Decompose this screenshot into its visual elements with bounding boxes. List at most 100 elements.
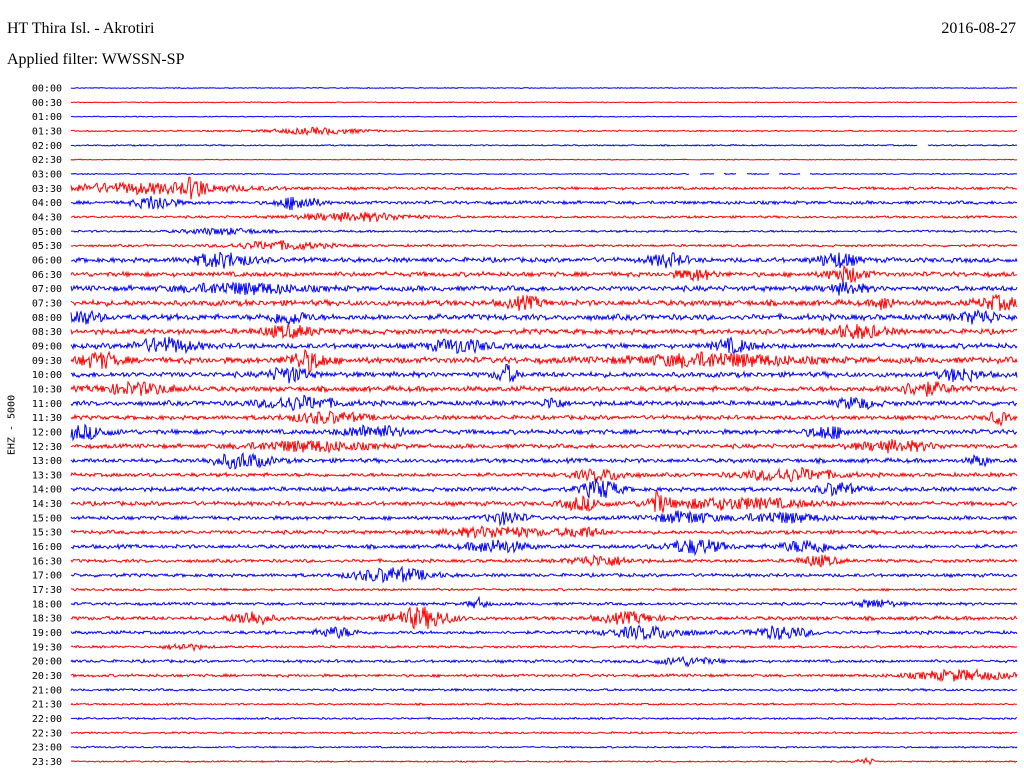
row-time-label: 13:00 <box>32 456 62 467</box>
row-time-label: 20:00 <box>32 657 62 668</box>
trace-row-0330 <box>70 176 1018 200</box>
trace-row-0600 <box>70 251 1018 269</box>
trace-row-2330 <box>70 756 1018 766</box>
row-time-label: 09:30 <box>32 356 62 367</box>
trace-row-1630 <box>70 553 1018 568</box>
trace-row-1500 <box>70 510 1017 527</box>
trace-row-1930 <box>70 642 1018 653</box>
row-time-label: 18:00 <box>32 599 62 610</box>
row-time-label: 04:00 <box>32 198 62 209</box>
trace-row-1230 <box>70 439 1018 454</box>
trace-row-0900 <box>70 336 1018 355</box>
trace-row-0430 <box>70 211 1018 223</box>
trace-row-0230 <box>70 158 1018 161</box>
row-time-label: 08:30 <box>32 327 62 338</box>
trace-row-2100 <box>70 687 1017 693</box>
trace-row-0000 <box>70 86 1018 90</box>
row-time-label: 09:00 <box>32 341 62 352</box>
row-time-label: 08:00 <box>32 313 62 324</box>
trace-row-2300 <box>70 745 1018 749</box>
trace-row-0800 <box>70 309 1018 326</box>
trace-row-0700 <box>70 281 1018 296</box>
trace-row-1730 <box>70 587 1018 592</box>
trace-row-2000 <box>70 655 1018 668</box>
row-time-label: 11:00 <box>32 399 62 410</box>
trace-row-1200 <box>70 423 1017 442</box>
row-time-label: 03:00 <box>32 169 62 180</box>
trace-row-0030 <box>70 101 1018 104</box>
trace-row-0100 <box>70 115 1018 118</box>
row-time-label: 17:30 <box>32 585 62 596</box>
trace-row-1130 <box>70 410 1018 427</box>
trace-row-0830 <box>70 322 1018 340</box>
trace-row-2200 <box>70 716 1018 721</box>
row-time-label: 21:00 <box>32 685 62 696</box>
row-time-label: 16:00 <box>32 542 62 553</box>
trace-row-0300 <box>70 172 1018 176</box>
row-time-label: 12:00 <box>32 427 62 438</box>
row-time-label: 20:30 <box>32 671 62 682</box>
trace-row-0630 <box>70 264 1018 284</box>
row-time-label: 07:30 <box>32 298 62 309</box>
trace-row-1530 <box>70 525 1018 540</box>
filter-label: Applied filter: WWSSN-SP <box>7 51 185 68</box>
row-time-label: 07:00 <box>32 284 62 295</box>
row-time-label: 10:30 <box>32 384 62 395</box>
row-time-label: 16:30 <box>32 556 62 567</box>
row-time-label: 10:00 <box>32 370 62 381</box>
row-time-label: 01:00 <box>32 112 62 123</box>
trace-row-0130 <box>70 126 1017 137</box>
row-time-label: 13:30 <box>32 470 62 481</box>
trace-row-0400 <box>70 195 1018 211</box>
row-time-label: 00:00 <box>32 84 62 95</box>
row-time-label: 17:00 <box>32 571 62 582</box>
trace-row-1600 <box>71 539 1018 557</box>
trace-row-1400 <box>70 479 1018 499</box>
trace-row-1900 <box>70 624 1018 641</box>
row-time-label: 00:30 <box>32 98 62 109</box>
row-time-label: 06:30 <box>32 270 62 281</box>
trace-row-1300 <box>70 452 1018 470</box>
trace-row-1100 <box>70 394 1018 412</box>
row-time-label: 18:30 <box>32 614 62 625</box>
row-time-label: 05:30 <box>32 241 62 252</box>
row-time-label: 14:00 <box>32 485 62 496</box>
row-time-label: 05:00 <box>32 227 62 238</box>
row-time-label: 22:00 <box>32 714 62 725</box>
row-time-label: 03:30 <box>32 184 62 195</box>
row-time-label: 02:30 <box>32 155 62 166</box>
trace-row-1830 <box>70 606 1018 631</box>
trace-row-0200 <box>70 143 1018 147</box>
row-time-label: 12:30 <box>32 442 62 453</box>
row-time-label: 19:00 <box>32 628 62 639</box>
row-time-label: 23:00 <box>32 743 62 754</box>
trace-row-1030 <box>70 380 1018 397</box>
row-time-label: 14:30 <box>32 499 62 510</box>
row-time-label: 23:30 <box>32 757 62 768</box>
trace-row-1330 <box>70 466 1018 483</box>
row-time-label: 01:30 <box>32 126 62 137</box>
trace-row-2230 <box>70 730 1018 735</box>
row-time-label: 06:00 <box>32 255 62 266</box>
trace-row-2030 <box>70 668 1018 683</box>
trace-row-0930 <box>70 348 1018 373</box>
row-time-label: 04:30 <box>32 212 62 223</box>
trace-row-0730 <box>70 293 1018 312</box>
row-time-label: 02:00 <box>32 141 62 152</box>
row-time-label: 15:00 <box>32 513 62 524</box>
trace-row-1000 <box>70 363 1018 384</box>
trace-row-1430 <box>70 490 1018 513</box>
trace-row-1800 <box>70 595 1018 609</box>
row-time-label: 21:30 <box>32 700 62 711</box>
row-time-label: 15:30 <box>32 528 62 539</box>
record-date: 2016-08-27 <box>941 20 1016 37</box>
trace-row-2130 <box>70 702 1018 707</box>
station-title: HT Thira Isl. - Akrotiri <box>7 20 155 37</box>
trace-row-0500 <box>70 227 1018 237</box>
row-time-label: 19:30 <box>32 642 62 653</box>
row-time-label: 11:30 <box>32 413 62 424</box>
trace-row-0530 <box>70 240 1018 251</box>
trace-row-1700 <box>71 565 1018 584</box>
row-time-label: 22:30 <box>32 728 62 739</box>
